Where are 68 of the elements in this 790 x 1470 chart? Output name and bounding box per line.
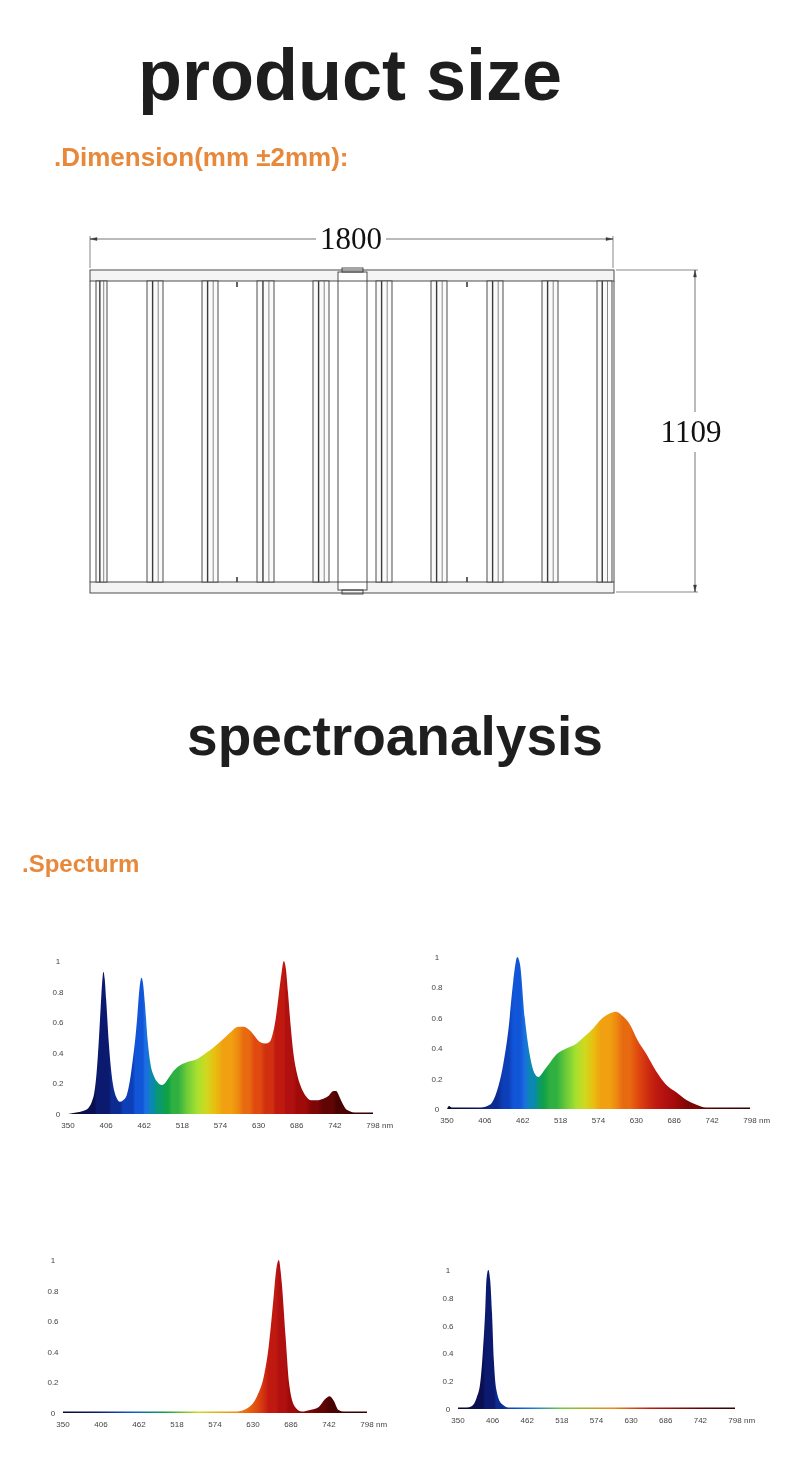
y-tick-label: 1 [55,957,61,966]
y-tick-label: 0.2 [47,1378,60,1388]
y-tick-label: 1 [434,953,440,962]
y-tick-label: 0.4 [442,1349,455,1359]
y-tick-label: 0.4 [431,1044,444,1054]
x-tick-label: 518 [170,1420,185,1429]
x-tick-label: 798 [743,1116,758,1125]
x-tick-label: 630 [624,1416,639,1425]
x-tick-label: 686 [659,1416,673,1425]
x-tick-label: 406 [485,1416,500,1425]
x-tick-label: 462 [137,1121,152,1130]
y-tick-label: 0 [55,1110,61,1119]
y-tick-label: 0.8 [52,987,65,997]
x-tick-label: 630 [246,1420,261,1429]
x-tick-label: 742 [322,1420,337,1429]
y-tick-label: 0.6 [47,1317,60,1327]
y-tick-label: 0.8 [47,1286,60,1296]
x-tick-label: 742 [328,1121,343,1130]
x-axis-title: nm [744,1416,756,1425]
y-tick-label: 0.6 [52,1018,65,1028]
x-tick-label: 798 [360,1420,375,1429]
x-tick-label: 686 [667,1116,682,1125]
x-axis-title: nm [376,1420,388,1429]
x-tick-label: 742 [693,1416,708,1425]
y-tick-label: 0.2 [52,1079,65,1089]
x-tick-label: 462 [516,1116,530,1125]
x-tick-label: 462 [132,1420,147,1429]
text: spectroanalysis [187,705,603,767]
x-tick-label: 406 [478,1116,493,1125]
y-tick-label: 0.4 [52,1048,65,1058]
x-tick-label: 350 [56,1420,71,1429]
x-tick-label: 350 [61,1121,76,1130]
x-tick-label: 350 [451,1416,466,1425]
y-tick-label: 0.6 [431,1013,444,1023]
x-tick-label: 462 [520,1416,535,1425]
x-tick-label: 574 [589,1416,604,1425]
x-tick-label: 630 [251,1121,266,1130]
x-tick-label: 574 [591,1116,606,1125]
y-tick-label: 1 [50,1256,56,1265]
x-tick-label: 406 [94,1420,109,1429]
y-tick-label: 0.8 [431,983,444,993]
y-tick-label: 0.4 [47,1347,60,1357]
x-axis-title: nm [759,1116,771,1125]
y-tick-label: 0 [50,1409,56,1418]
x-tick-label: 686 [284,1420,299,1429]
x-tick-label: 798 [366,1121,381,1130]
y-tick-label: 0.6 [442,1321,455,1331]
text: .Specturm [22,850,140,877]
x-tick-label: 630 [629,1116,644,1125]
x-tick-label: 518 [553,1116,568,1125]
x-tick-label: 686 [290,1121,304,1130]
x-tick-label: 406 [99,1121,114,1130]
x-tick-label: 518 [555,1416,570,1425]
x-tick-label: 350 [440,1116,455,1125]
y-tick-label: 1 [445,1266,451,1275]
y-tick-label: 0.2 [431,1074,444,1084]
x-tick-label: 798 [728,1416,743,1425]
x-tick-label: 574 [208,1420,223,1429]
y-tick-label: 0.2 [442,1377,455,1387]
x-tick-label: 742 [705,1116,720,1125]
x-tick-label: 574 [213,1121,228,1130]
text: .Dimension(mm ±2mm): [54,142,349,172]
x-tick-label: 518 [175,1121,190,1130]
y-tick-label: 0.8 [442,1293,455,1303]
y-tick-label: 0 [445,1405,451,1414]
x-axis-title: nm [382,1121,394,1130]
y-tick-label: 0 [434,1105,440,1114]
text: product size [138,35,563,115]
